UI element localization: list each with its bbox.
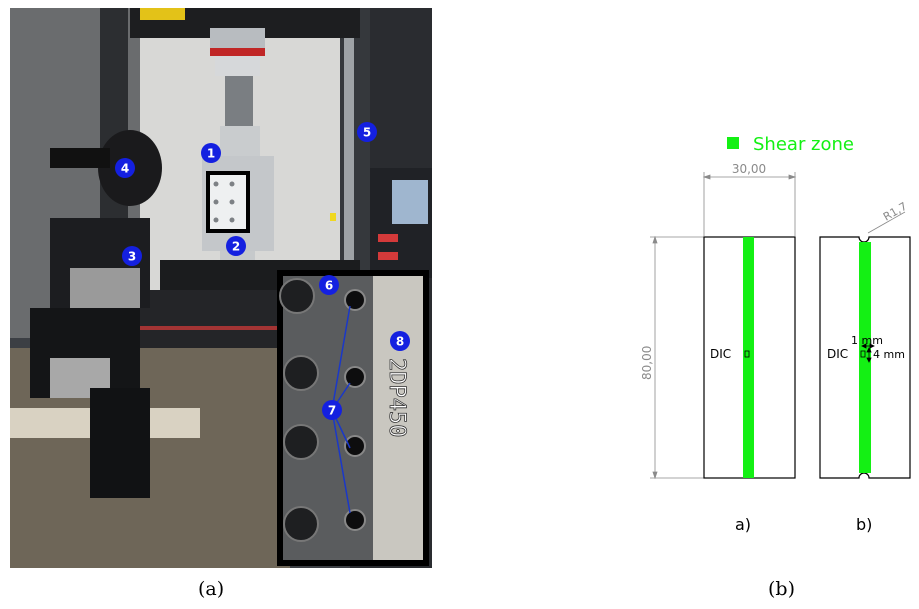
- dim-4mm-arrows: [866, 347, 872, 363]
- legend-label: Shear zone: [753, 134, 854, 155]
- marker-8: 8: [390, 331, 410, 351]
- svg-text:2: 2: [232, 240, 240, 254]
- legend-swatch: [727, 137, 739, 149]
- dim-4mm-label: 4 mm: [873, 348, 905, 361]
- specimen-diagram: Shear zone 30,00 80,00 DIC a) R1,7 1 mm: [640, 134, 911, 534]
- dic-label-b: DIC: [827, 347, 848, 361]
- caption-a: (a): [198, 578, 225, 600]
- width-dim-label: 30,00: [732, 162, 766, 176]
- svg-text:1: 1: [207, 147, 215, 161]
- marker-5: 5: [357, 122, 377, 142]
- marker-7: 7: [322, 400, 342, 420]
- dim-1mm-label: 1 mm: [851, 334, 883, 347]
- dim-1mm-arrows: [861, 343, 875, 349]
- shear-zone-a: [743, 237, 754, 478]
- svg-text:8: 8: [396, 335, 404, 349]
- svg-text:3: 3: [128, 250, 136, 264]
- dic-box-a: [744, 350, 750, 358]
- dic-box-b: [860, 350, 866, 358]
- marker-6: 6: [319, 275, 339, 295]
- shear-zone-b: [859, 242, 871, 473]
- svg-text:4: 4: [121, 162, 129, 176]
- test-setup-photo: 2DP450 1 2 3 4 5 6 7 8: [10, 8, 432, 568]
- svg-text:7: 7: [328, 404, 336, 418]
- marker-3: 3: [122, 246, 142, 266]
- caption-b: (b): [768, 578, 795, 600]
- width-dimension: [702, 172, 797, 236]
- specimen-b: [819, 236, 911, 479]
- height-dimension: [650, 235, 704, 480]
- label-b: b): [856, 515, 872, 534]
- marker-2: 2: [226, 236, 246, 256]
- marker-1: 1: [201, 143, 221, 163]
- specimen-marking: 2DP450: [384, 358, 409, 437]
- label-a: a): [735, 515, 751, 534]
- radius-label: R1,7: [881, 200, 909, 224]
- svg-text:6: 6: [325, 279, 333, 293]
- dic-label-a: DIC: [710, 347, 731, 361]
- marker-4: 4: [115, 158, 135, 178]
- radius-leader: [867, 211, 906, 234]
- svg-text:5: 5: [363, 126, 371, 140]
- specimen-a: [703, 236, 796, 479]
- height-dim-label: 80,00: [640, 346, 654, 380]
